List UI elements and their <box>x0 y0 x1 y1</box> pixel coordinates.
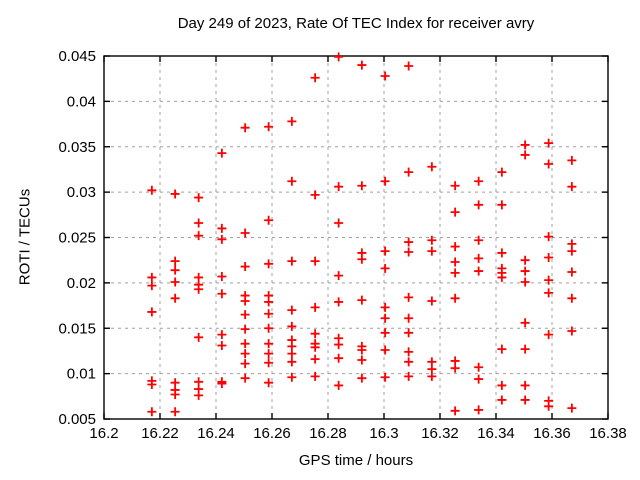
y-tick-label: 0.03 <box>67 184 96 201</box>
x-tick-label: 16.2 <box>89 425 118 442</box>
x-tick-label: 16.26 <box>253 425 291 442</box>
chart-title: Day 249 of 2023, Rate Of TEC Index for r… <box>177 15 535 32</box>
x-tick-label: 16.3 <box>369 425 398 442</box>
data-points <box>147 52 577 417</box>
x-tick-label: 16.22 <box>141 425 179 442</box>
x-tick-label: 16.34 <box>477 425 515 442</box>
x-tick-label: 16.36 <box>533 425 571 442</box>
x-tick-label: 16.32 <box>421 425 459 442</box>
x-tick-label: 16.28 <box>309 425 347 442</box>
y-tick-label: 0.025 <box>58 230 96 247</box>
x-tick-label: 16.38 <box>589 425 627 442</box>
y-tick-label: 0.02 <box>67 275 96 292</box>
x-axis-label: GPS time / hours <box>298 452 414 469</box>
y-tick-label: 0.035 <box>58 139 96 156</box>
y-tick-label: 0.005 <box>58 411 96 428</box>
y-tick-label: 0.045 <box>58 48 96 65</box>
y-tick-label: 0.04 <box>67 93 96 110</box>
y-tick-label: 0.01 <box>67 366 96 383</box>
x-tick-label: 16.24 <box>197 425 235 442</box>
y-tick-label: 0.015 <box>58 320 96 337</box>
